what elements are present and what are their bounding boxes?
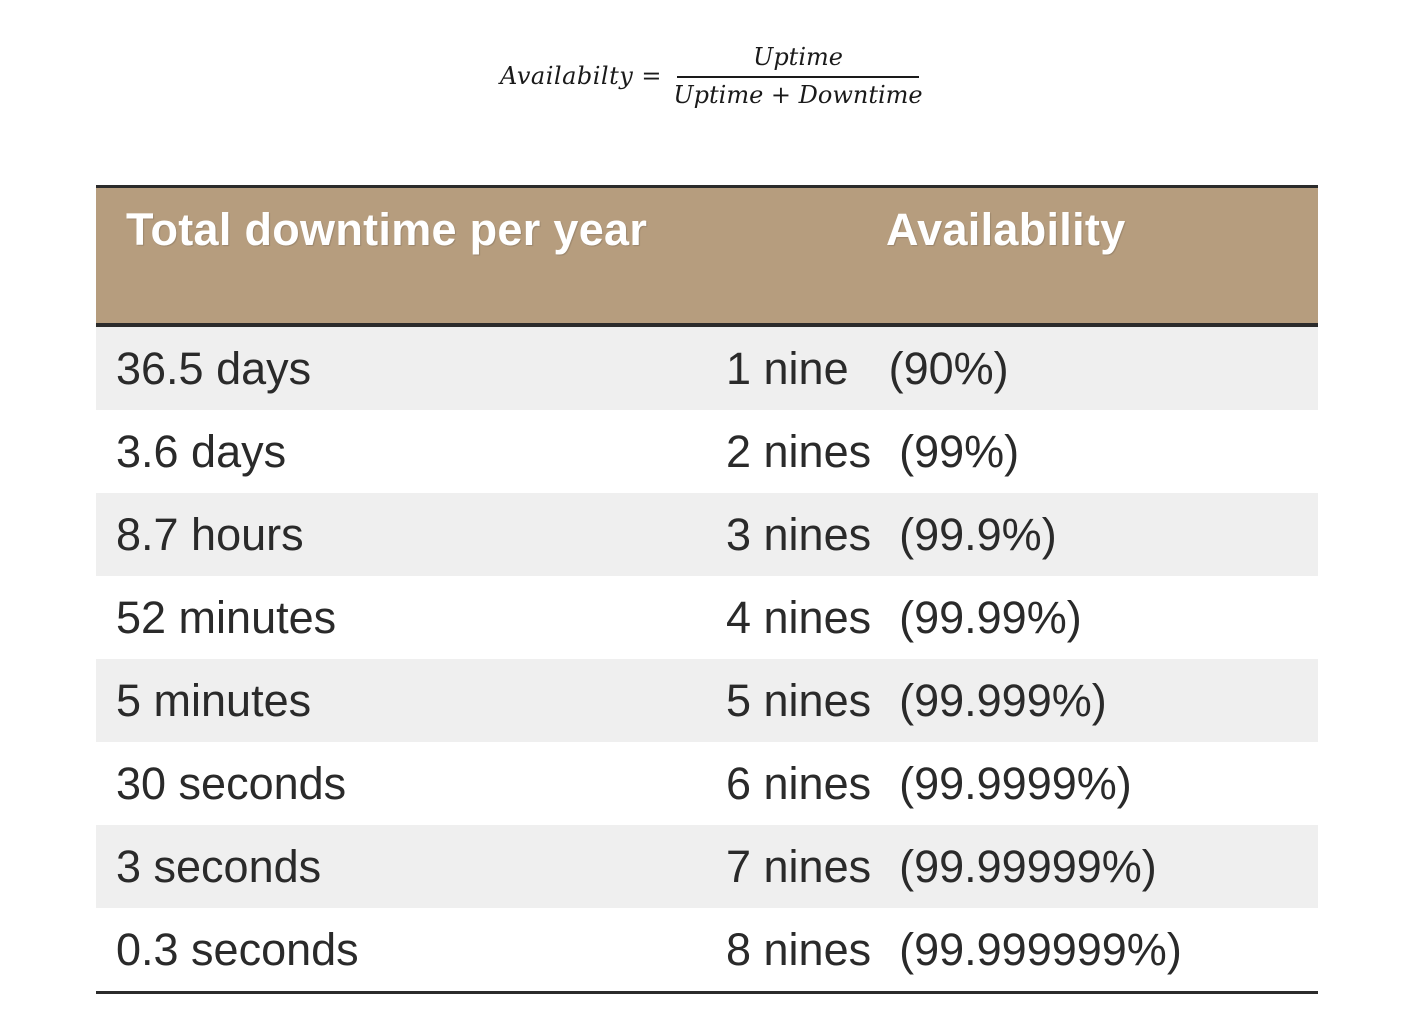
table-row: 3.6 days 2 nines (99%) — [96, 410, 1318, 493]
percent-label: (99.99999%) — [899, 840, 1157, 892]
availability-cell: 1 nine (90%) — [726, 343, 1009, 395]
downtime-cell: 5 minutes — [116, 674, 312, 726]
table-bottom-rule — [96, 991, 1318, 994]
downtime-cell: 3 seconds — [116, 840, 322, 892]
header-availability: Availability — [886, 204, 1126, 255]
percent-label: (99.9%) — [899, 508, 1057, 560]
nines-label: 5 nines — [726, 674, 872, 726]
availability-cell: 7 nines (99.99999%) — [726, 841, 1157, 893]
nines-label: 4 nines — [726, 591, 872, 643]
formula-equals: = — [641, 62, 662, 90]
formula-denominator: Uptime + Downtime — [673, 81, 923, 109]
availability-cell: 4 nines (99.99%) — [726, 592, 1082, 644]
table-row: 0.3 seconds 8 nines (99.999999%) — [96, 908, 1318, 991]
downtime-cell: 52 minutes — [116, 591, 337, 643]
table-row: 36.5 days 1 nine (90%) — [96, 327, 1318, 410]
availability-cell: 2 nines (99%) — [726, 426, 1019, 478]
percent-label: (99.999999%) — [899, 923, 1182, 975]
header-downtime: Total downtime per year — [126, 204, 648, 255]
percent-label: (90%) — [888, 342, 1009, 394]
table-row: 3 seconds 7 nines (99.99999%) — [96, 825, 1318, 908]
downtime-cell: 0.3 seconds — [116, 923, 359, 975]
availability-formula: Availabilty = Uptime Uptime + Downtime — [500, 44, 927, 108]
nines-label: 8 nines — [726, 923, 872, 975]
percent-label: (99.999%) — [899, 674, 1107, 726]
table-body: 36.5 days 1 nine (90%) 3.6 days 2 nines (9… — [96, 327, 1318, 991]
downtime-cell: 36.5 days — [116, 342, 312, 394]
percent-label: (99.99%) — [899, 591, 1082, 643]
table-row: 5 minutes 5 nines (99.999%) — [96, 659, 1318, 742]
availability-cell: 5 nines (99.999%) — [726, 675, 1107, 727]
formula-fraction: Uptime Uptime + Downtime — [669, 44, 926, 108]
downtime-cell: 30 seconds — [116, 757, 347, 809]
nines-label: 2 nines — [726, 425, 872, 477]
availability-cell: 3 nines (99.9%) — [726, 509, 1057, 561]
fraction-bar — [677, 76, 920, 78]
table-header: Total downtime per year Availability — [96, 185, 1318, 327]
table-row: 52 minutes 4 nines (99.99%) — [96, 576, 1318, 659]
nines-label: 7 nines — [726, 840, 872, 892]
downtime-cell: 3.6 days — [116, 425, 287, 477]
table-row: 30 seconds 6 nines (99.9999%) — [96, 742, 1318, 825]
nines-label: 1 nine — [726, 342, 849, 394]
formula-lhs: Availabilty — [500, 62, 634, 90]
table-row: 8.7 hours 3 nines (99.9%) — [96, 493, 1318, 576]
availability-cell: 8 nines (99.999999%) — [726, 924, 1182, 976]
nines-label: 6 nines — [726, 757, 872, 809]
formula-numerator: Uptime — [753, 43, 843, 71]
availability-cell: 6 nines (99.9999%) — [726, 758, 1132, 810]
downtime-cell: 8.7 hours — [116, 508, 304, 560]
percent-label: (99.9999%) — [899, 757, 1132, 809]
availability-table: Total downtime per year Availability 36.… — [96, 185, 1318, 994]
nines-label: 3 nines — [726, 508, 872, 560]
percent-label: (99%) — [899, 425, 1020, 477]
